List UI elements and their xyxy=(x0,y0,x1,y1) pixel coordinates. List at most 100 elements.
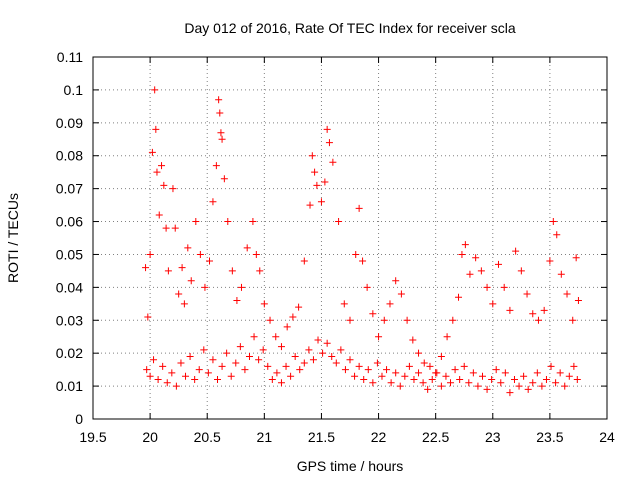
data-point xyxy=(415,369,423,377)
data-point xyxy=(346,316,354,324)
x-tick-label: 22.5 xyxy=(422,429,449,445)
data-point xyxy=(180,300,188,308)
data-point xyxy=(355,204,363,212)
y-tick-label: 0.02 xyxy=(56,345,83,361)
data-point xyxy=(200,346,208,354)
data-point xyxy=(500,283,508,291)
data-point xyxy=(410,376,418,384)
data-point xyxy=(321,178,329,186)
data-point xyxy=(517,267,525,275)
data-point xyxy=(403,316,411,324)
data-point xyxy=(529,379,537,387)
data-point xyxy=(506,389,514,397)
data-point xyxy=(378,372,386,380)
data-point xyxy=(191,376,199,384)
data-point xyxy=(212,162,220,170)
data-point xyxy=(143,366,151,374)
data-point xyxy=(232,359,240,367)
data-point xyxy=(534,316,542,324)
data-point xyxy=(150,356,158,364)
y-tick-label: 0.08 xyxy=(56,148,83,164)
data-point xyxy=(295,303,303,311)
data-point xyxy=(383,366,391,374)
data-point xyxy=(291,352,299,360)
x-tick-label: 21 xyxy=(257,429,273,445)
data-point xyxy=(375,333,383,341)
data-point xyxy=(155,211,163,219)
data-point xyxy=(426,362,434,370)
data-point xyxy=(415,349,423,357)
data-point xyxy=(243,244,251,252)
data-point xyxy=(437,352,445,360)
data-point xyxy=(469,369,477,377)
data-point xyxy=(227,372,235,380)
plot-frame xyxy=(92,56,608,420)
data-point xyxy=(483,385,491,393)
data-point xyxy=(323,339,331,347)
data-point xyxy=(151,86,159,94)
data-point xyxy=(392,369,400,377)
data-point xyxy=(184,244,192,252)
y-tick-label: 0.04 xyxy=(56,279,83,295)
x-tick-label: 20.5 xyxy=(194,429,221,445)
data-point xyxy=(570,362,578,370)
data-point xyxy=(182,372,190,380)
data-point xyxy=(360,376,368,384)
data-point xyxy=(373,359,381,367)
data-point xyxy=(159,362,167,370)
data-point xyxy=(542,376,550,384)
data-point xyxy=(364,366,372,374)
data-point xyxy=(250,333,258,341)
data-point xyxy=(272,333,280,341)
data-point xyxy=(538,382,546,390)
data-point xyxy=(520,372,528,380)
data-point xyxy=(387,379,395,387)
data-point xyxy=(556,369,564,377)
data-point xyxy=(401,372,409,380)
data-point xyxy=(420,359,428,367)
data-point xyxy=(175,290,183,298)
data-point xyxy=(260,300,268,308)
data-point xyxy=(512,247,520,255)
y-axis-label: ROTI / TECUs xyxy=(5,193,21,283)
data-point xyxy=(259,346,267,354)
y-tick-label: 0.06 xyxy=(56,214,83,230)
data-point xyxy=(549,218,557,226)
data-point xyxy=(153,168,161,176)
data-point xyxy=(237,283,245,291)
data-point xyxy=(314,336,322,344)
data-point xyxy=(351,372,359,380)
data-point xyxy=(300,359,308,367)
data-point xyxy=(447,379,455,387)
data-point xyxy=(492,366,500,374)
data-point xyxy=(142,264,150,272)
y-tick-label: 0.09 xyxy=(56,115,83,131)
data-point xyxy=(533,369,541,377)
x-tick-label: 22 xyxy=(371,429,387,445)
y-tick-label: 0.03 xyxy=(56,312,83,328)
x-axis-label: GPS time / hours xyxy=(297,458,404,474)
data-point xyxy=(428,376,436,384)
data-point xyxy=(152,125,160,133)
data-point xyxy=(437,382,445,390)
data-point xyxy=(449,316,457,324)
data-point xyxy=(465,379,473,387)
y-tick-label: 0 xyxy=(75,411,83,427)
data-point xyxy=(494,260,502,268)
data-point xyxy=(574,297,582,305)
data-point xyxy=(489,300,497,308)
data-point xyxy=(158,162,166,170)
x-tick-label: 24 xyxy=(599,429,615,445)
data-point xyxy=(510,376,518,384)
data-point xyxy=(209,198,217,206)
data-point xyxy=(572,254,580,262)
data-point xyxy=(296,366,304,374)
axis-ticks: 19.5 20 20.5 21 21.5 22 22.5 23 23.5 24 0 0.01 0.02 0… xyxy=(56,49,615,445)
data-point xyxy=(328,352,336,360)
data-point xyxy=(335,218,343,226)
data-point xyxy=(216,109,224,117)
data-point xyxy=(268,376,276,384)
data-point xyxy=(289,313,297,321)
data-point xyxy=(396,382,404,390)
data-point xyxy=(483,283,491,291)
